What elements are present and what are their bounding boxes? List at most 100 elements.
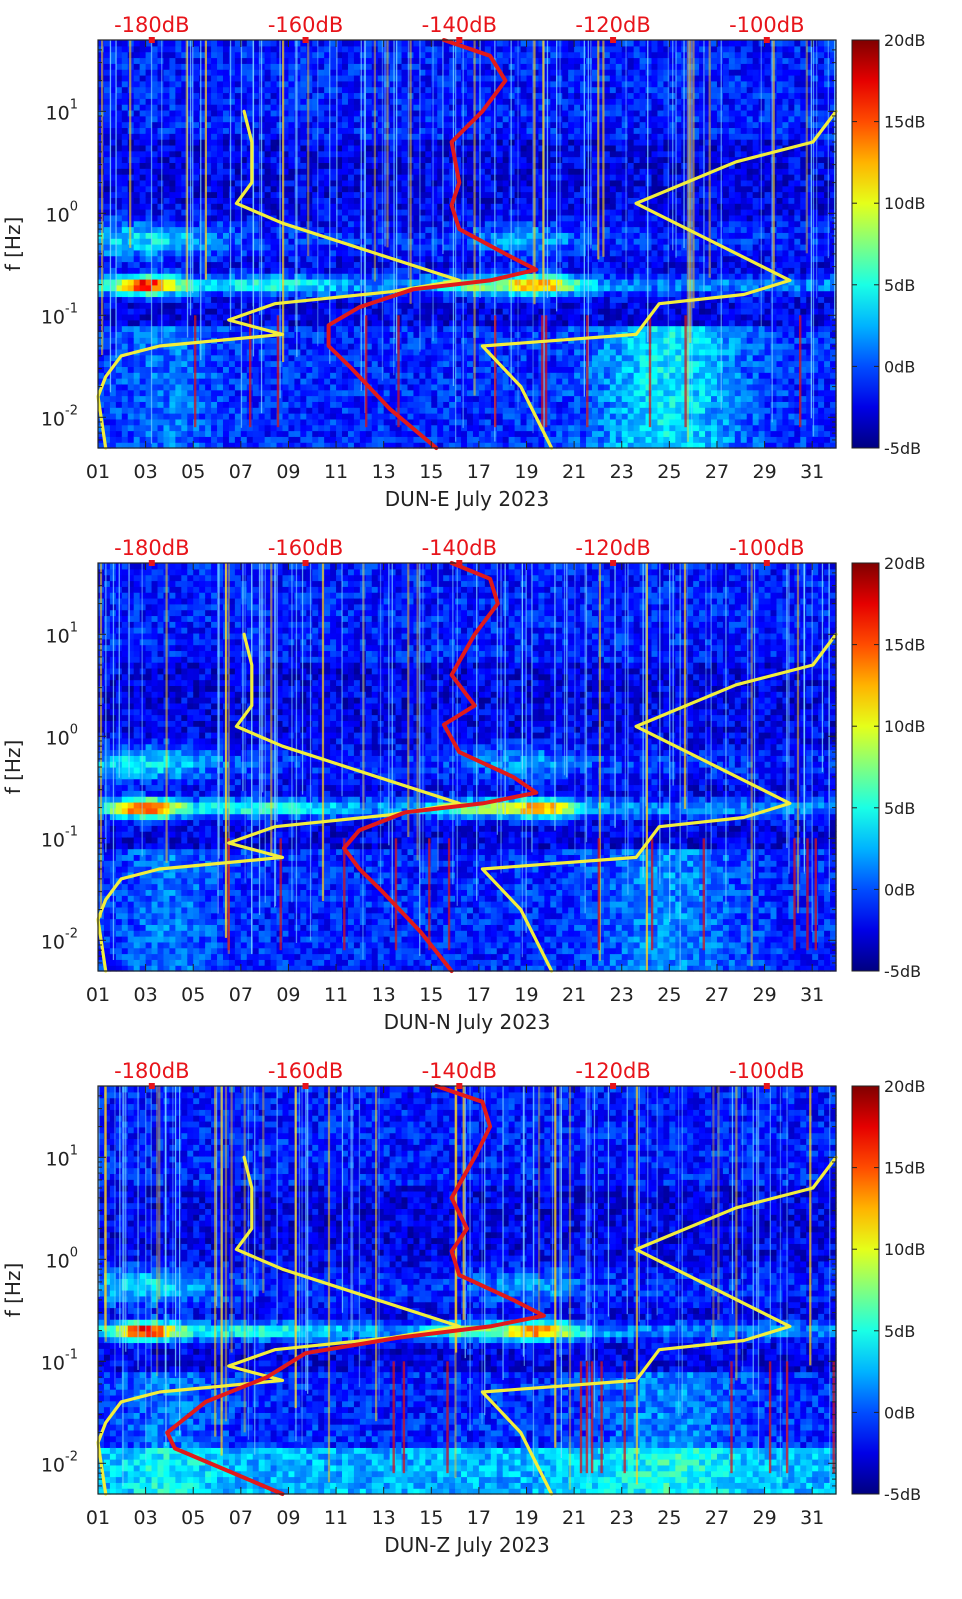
spectrogram-cell [128,267,135,273]
spectrogram-cell [134,63,141,69]
spectrogram-cell [217,326,224,332]
spectrogram-cell [163,396,170,402]
spectrogram-cell [122,122,129,128]
spectrogram-cell [265,127,272,133]
spectrogram-cell [265,314,272,320]
spectrogram-cell [235,215,242,221]
spectrogram-cell [211,285,218,291]
spectrogram-cell [163,355,170,361]
spectrogram-cell [104,122,111,128]
spectrogram-cell [217,69,224,75]
spectrogram-cell [271,436,278,442]
spectrogram-cell [199,401,206,407]
spectrogram-cell [247,291,254,297]
spectrogram-cell [211,326,218,332]
spectrogram-cell [247,436,254,442]
spectrogram-cell [128,326,135,332]
spectrogram-cell [134,52,141,58]
spectrogram-cell [175,180,182,186]
spectrogram-cell [175,57,182,63]
spectrogram-cell [152,419,159,425]
spectrogram-cell [134,168,141,174]
spectrogram-cell [247,215,254,221]
spectrogram-cell [205,436,212,442]
spectrogram-cell [211,431,218,437]
spectrogram-cell [247,92,254,98]
spectrogram-cell [169,244,176,250]
spectrogram-cell [169,285,176,291]
spectrogram-cell [247,227,254,233]
spectrogram-cell [283,372,290,378]
spectrogram-cell [134,104,141,110]
spectrogram-cell [140,396,147,402]
spectrogram-cell [288,250,295,256]
spectrogram-cell [175,413,182,419]
spectrogram-cell [211,291,218,297]
spectrogram-cell [163,192,170,198]
spectrogram-cell [217,396,224,402]
spectrogram-cell [193,92,200,98]
spectrogram-cell [300,250,307,256]
spectrogram-cell [116,390,123,396]
spectrogram-cell [128,431,135,437]
spectrogram-cell [271,337,278,343]
spectrogram-cell [223,302,230,308]
spectrogram-cell [271,227,278,233]
spectrogram-cell [193,232,200,238]
spectrogram-cell [104,238,111,244]
spectrogram-cell [271,133,278,139]
spectrogram-cell [277,431,284,437]
spectrogram-cell [128,256,135,262]
spectrogram-cell [152,145,159,151]
spectrogram-cell [265,291,272,297]
spectrogram-cell [140,116,147,122]
spectrogram-cell [300,291,307,297]
spectrogram-cell [104,227,111,233]
spectrogram-cell [193,186,200,192]
spectrogram-cell [288,139,295,145]
spectrogram-cell [169,75,176,81]
spectrogram-cell [140,378,147,384]
spectrogram-cell [163,384,170,390]
spectrogram-cell [128,308,135,314]
spectrogram-cell [211,320,218,326]
spectrogram-cell [288,127,295,133]
spectrogram-cell [122,186,129,192]
spectrogram-cell [140,326,147,332]
spectrogram-cell [211,127,218,133]
spectrogram-cell [104,63,111,69]
spectrogram-cell [158,227,165,233]
spectrogram-cell [140,104,147,110]
spectrogram-cell [128,343,135,349]
spectrogram-cell [175,407,182,413]
spectrogram-cell [158,296,165,302]
spectrogram-cell [122,331,129,337]
spectrogram-cell [163,197,170,203]
spectrogram-cell [294,337,301,343]
spectrogram-cell [223,104,230,110]
spectrogram-cell [134,296,141,302]
spectrogram-cell [265,273,272,279]
spectrogram-cell [235,302,242,308]
spectrogram-cell [116,63,123,69]
spectrogram-cell [217,122,224,128]
spectrogram-cell [175,378,182,384]
spectrogram-cell [152,116,159,122]
spectrogram-cell [253,378,260,384]
spectrogram-cell [211,296,218,302]
spectrogram-cell [98,372,105,378]
spectrogram-cell [223,390,230,396]
spectrogram-cell [140,413,147,419]
spectrogram-cell [116,151,123,157]
spectrogram-cell [205,302,212,308]
spectrogram-cell [128,372,135,378]
spectrogram-cell [253,361,260,367]
spectrogram-cell [158,116,165,122]
figure: 01 03 05 07 09 11 13 15 17 19 21 23 25 27 29 31DUN-E Ju… [0,0,962,1599]
spectrogram-cell [300,355,307,361]
spectrogram-cell [223,197,230,203]
spectrogram-cell [271,116,278,122]
spectrogram-cell [265,63,272,69]
spectrogram-cell [288,436,295,442]
spectrogram-cell [134,419,141,425]
